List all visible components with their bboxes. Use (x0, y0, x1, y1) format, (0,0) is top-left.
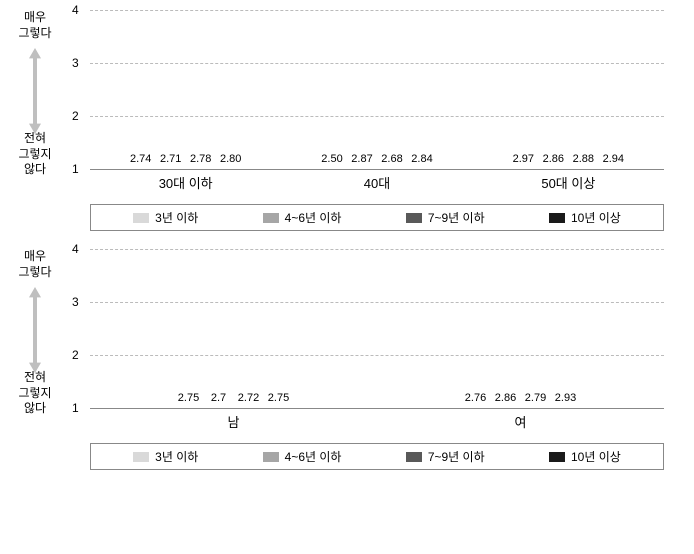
legend-swatch (133, 213, 149, 223)
legend-item: 10년 이상 (549, 448, 621, 465)
x-label: 30대 이하 (90, 173, 281, 192)
legend-label: 4~6년 이하 (285, 209, 342, 226)
y-tick: 4 (72, 3, 79, 17)
bar-value-label: 2.79 (525, 392, 546, 404)
bar-value-label: 2.94 (603, 153, 624, 165)
x-labels: 남여 (90, 412, 664, 431)
bar-value-label: 2.97 (513, 153, 534, 165)
x-label: 여 (377, 412, 664, 431)
bars-row: 2.74 2.71 2.78 2.80 2.50 2.87 2.68 2.84 2.97 2.86… (90, 10, 664, 169)
plot: 12342.742.712.782.802.502.872.682.842.97… (90, 10, 664, 170)
legend-label: 3년 이하 (155, 448, 198, 465)
legend-label: 7~9년 이하 (428, 209, 485, 226)
legend-swatch (549, 213, 565, 223)
bar-group: 2.97 2.86 2.88 2.94 (473, 10, 664, 169)
bar-value-label: 2.84 (411, 153, 432, 165)
legend-item: 7~9년 이하 (406, 209, 485, 226)
bar-value-label: 2.71 (160, 153, 181, 165)
y-tick: 2 (72, 109, 79, 123)
bar-value-label: 2.87 (351, 153, 372, 165)
bar-value-label: 2.78 (190, 153, 211, 165)
bar-value-label: 2.75 (268, 392, 289, 404)
bars-row: 2.75 2.7 2.72 2.75 2.76 2.86 2.79 2.93 (90, 249, 664, 408)
x-label: 남 (90, 412, 377, 431)
legend-item: 3년 이하 (133, 448, 198, 465)
y-tick: 4 (72, 242, 79, 256)
x-label: 50대 이상 (473, 173, 664, 192)
x-labels: 30대 이하40대50대 이상 (90, 173, 664, 192)
y-tick: 3 (72, 295, 79, 309)
bar-value-label: 2.7 (211, 392, 226, 404)
legend-item: 4~6년 이하 (263, 209, 342, 226)
bar-value-label: 2.68 (381, 153, 402, 165)
legend-label: 7~9년 이하 (428, 448, 485, 465)
legend-label: 4~6년 이하 (285, 448, 342, 465)
plot: 12342.752.72.722.752.762.862.792.93 (90, 249, 664, 409)
y-tick: 1 (72, 162, 79, 176)
arrow-icon (29, 287, 41, 373)
legend-item: 3년 이하 (133, 209, 198, 226)
bar-value-label: 2.76 (465, 392, 486, 404)
chart-age: 매우 그렇다전혀 그렇지 않다 12342.742.712.782.802.50… (10, 10, 684, 200)
y-axis-label-top: 매우 그렇다 (10, 10, 60, 41)
legend-swatch (263, 213, 279, 223)
chart-area: 12342.752.72.722.752.762.862.792.93남여 (90, 249, 664, 439)
legend-item: 4~6년 이하 (263, 448, 342, 465)
legend: 3년 이하 4~6년 이하 7~9년 이하 10년 이상 (90, 204, 664, 231)
bar-group: 2.76 2.86 2.79 2.93 (377, 249, 664, 408)
legend: 3년 이하 4~6년 이하 7~9년 이하 10년 이상 (90, 443, 664, 470)
bar-group: 2.75 2.7 2.72 2.75 (90, 249, 377, 408)
legend-swatch (133, 452, 149, 462)
bar-value-label: 2.86 (495, 392, 516, 404)
y-tick: 3 (72, 56, 79, 70)
arrow-icon (29, 48, 41, 134)
legend-label: 10년 이상 (571, 448, 621, 465)
legend-item: 7~9년 이하 (406, 448, 485, 465)
chart-area: 12342.742.712.782.802.502.872.682.842.97… (90, 10, 664, 200)
legend-swatch (406, 213, 422, 223)
y-tick: 1 (72, 401, 79, 415)
bar-value-label: 2.74 (130, 153, 151, 165)
bar-group: 2.74 2.71 2.78 2.80 (90, 10, 281, 169)
legend-item: 10년 이상 (549, 209, 621, 226)
y-axis-label-top: 매우 그렇다 (10, 249, 60, 280)
legend-label: 3년 이하 (155, 209, 198, 226)
bar-group: 2.50 2.87 2.68 2.84 (281, 10, 472, 169)
legend-swatch (549, 452, 565, 462)
y-axis-label-bottom: 전혀 그렇지 않다 (10, 370, 60, 417)
chart-gender: 매우 그렇다전혀 그렇지 않다 12342.752.72.722.752.762… (10, 249, 684, 439)
y-axis-label-bottom: 전혀 그렇지 않다 (10, 131, 60, 178)
legend-swatch (406, 452, 422, 462)
bar-value-label: 2.80 (220, 153, 241, 165)
bar-value-label: 2.50 (321, 153, 342, 165)
bar-value-label: 2.93 (555, 392, 576, 404)
y-tick: 2 (72, 348, 79, 362)
legend-label: 10년 이상 (571, 209, 621, 226)
bar-value-label: 2.88 (573, 153, 594, 165)
x-label: 40대 (281, 173, 472, 192)
bar-value-label: 2.72 (238, 392, 259, 404)
legend-swatch (263, 452, 279, 462)
bar-value-label: 2.86 (543, 153, 564, 165)
bar-value-label: 2.75 (178, 392, 199, 404)
